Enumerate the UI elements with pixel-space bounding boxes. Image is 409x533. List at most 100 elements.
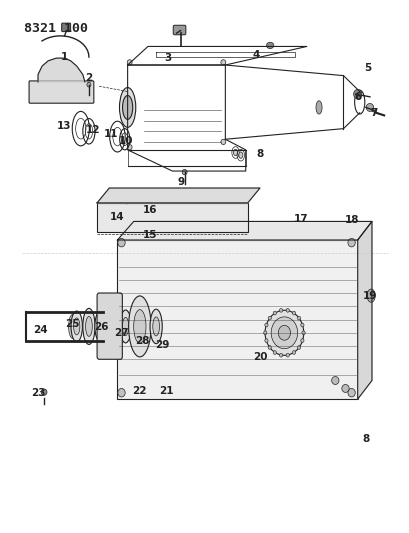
Ellipse shape: [365, 103, 373, 111]
Text: 27: 27: [114, 328, 128, 338]
Text: 20: 20: [252, 352, 267, 361]
Ellipse shape: [285, 353, 289, 357]
Ellipse shape: [119, 310, 131, 343]
FancyBboxPatch shape: [117, 240, 357, 399]
Text: 24: 24: [33, 325, 47, 335]
Ellipse shape: [238, 152, 242, 158]
Ellipse shape: [264, 323, 267, 327]
Text: 12: 12: [85, 125, 100, 135]
Ellipse shape: [128, 296, 151, 357]
Ellipse shape: [263, 331, 266, 335]
Text: 15: 15: [142, 230, 157, 240]
Ellipse shape: [109, 316, 117, 337]
Ellipse shape: [133, 310, 146, 343]
Ellipse shape: [353, 90, 361, 99]
Text: 17: 17: [293, 214, 307, 224]
Text: 19: 19: [362, 290, 376, 301]
Ellipse shape: [347, 238, 355, 247]
Text: 11: 11: [104, 129, 118, 139]
Ellipse shape: [264, 338, 267, 342]
Ellipse shape: [233, 149, 237, 156]
FancyBboxPatch shape: [29, 81, 94, 103]
Text: 25: 25: [65, 319, 80, 329]
Ellipse shape: [315, 101, 321, 114]
Ellipse shape: [106, 306, 120, 346]
Text: 3: 3: [164, 53, 171, 63]
Ellipse shape: [285, 309, 289, 312]
Text: 16: 16: [142, 205, 157, 215]
Polygon shape: [97, 188, 259, 203]
Ellipse shape: [267, 345, 271, 349]
Text: 21: 21: [159, 386, 173, 396]
FancyBboxPatch shape: [97, 293, 122, 359]
Ellipse shape: [182, 169, 187, 175]
FancyBboxPatch shape: [97, 203, 247, 232]
Ellipse shape: [73, 318, 80, 335]
Text: 8: 8: [361, 434, 369, 444]
Ellipse shape: [220, 60, 225, 65]
Text: 2: 2: [85, 73, 92, 83]
Ellipse shape: [279, 309, 282, 312]
Text: 26: 26: [94, 322, 108, 333]
Polygon shape: [357, 221, 371, 399]
Ellipse shape: [341, 384, 348, 392]
Ellipse shape: [122, 317, 128, 335]
Text: 14: 14: [110, 212, 124, 222]
Ellipse shape: [41, 389, 47, 395]
Text: 1: 1: [61, 52, 68, 62]
Ellipse shape: [87, 82, 91, 87]
Ellipse shape: [267, 316, 271, 320]
Polygon shape: [117, 221, 371, 240]
Text: 23: 23: [31, 387, 45, 398]
Text: 22: 22: [132, 386, 147, 396]
Ellipse shape: [83, 309, 95, 344]
Text: 6: 6: [353, 92, 360, 102]
Ellipse shape: [279, 353, 282, 357]
Ellipse shape: [265, 310, 303, 356]
Ellipse shape: [127, 60, 132, 65]
Ellipse shape: [292, 351, 295, 354]
Ellipse shape: [300, 338, 303, 342]
Text: 8321 100: 8321 100: [24, 21, 88, 35]
Ellipse shape: [331, 376, 338, 384]
Ellipse shape: [297, 316, 300, 320]
Text: 13: 13: [57, 121, 72, 131]
Text: 4: 4: [252, 51, 259, 60]
Ellipse shape: [300, 323, 303, 327]
Ellipse shape: [97, 318, 103, 334]
Ellipse shape: [272, 351, 276, 354]
Ellipse shape: [127, 144, 132, 150]
Ellipse shape: [117, 389, 125, 397]
Ellipse shape: [278, 325, 290, 340]
Text: 5: 5: [363, 63, 371, 72]
Ellipse shape: [150, 309, 162, 344]
Text: 9: 9: [177, 176, 184, 187]
Ellipse shape: [71, 311, 82, 342]
Ellipse shape: [94, 312, 105, 341]
Ellipse shape: [68, 314, 76, 338]
Ellipse shape: [301, 331, 304, 335]
Ellipse shape: [292, 311, 295, 315]
Ellipse shape: [85, 317, 92, 336]
Ellipse shape: [153, 317, 159, 336]
Polygon shape: [38, 58, 85, 82]
Ellipse shape: [119, 87, 135, 127]
Text: 10: 10: [118, 136, 133, 146]
Text: 28: 28: [134, 336, 149, 346]
Text: 29: 29: [155, 340, 169, 350]
Ellipse shape: [220, 139, 225, 144]
FancyBboxPatch shape: [61, 23, 70, 31]
Ellipse shape: [366, 289, 374, 302]
FancyBboxPatch shape: [173, 25, 185, 35]
Ellipse shape: [117, 238, 125, 247]
Ellipse shape: [122, 95, 133, 119]
Text: 8: 8: [256, 149, 263, 159]
Ellipse shape: [270, 317, 297, 349]
Ellipse shape: [347, 389, 355, 397]
Text: 18: 18: [344, 215, 359, 225]
Ellipse shape: [297, 345, 300, 349]
Text: 7: 7: [369, 108, 377, 118]
Ellipse shape: [123, 191, 127, 196]
Ellipse shape: [266, 42, 273, 49]
Ellipse shape: [272, 311, 276, 315]
